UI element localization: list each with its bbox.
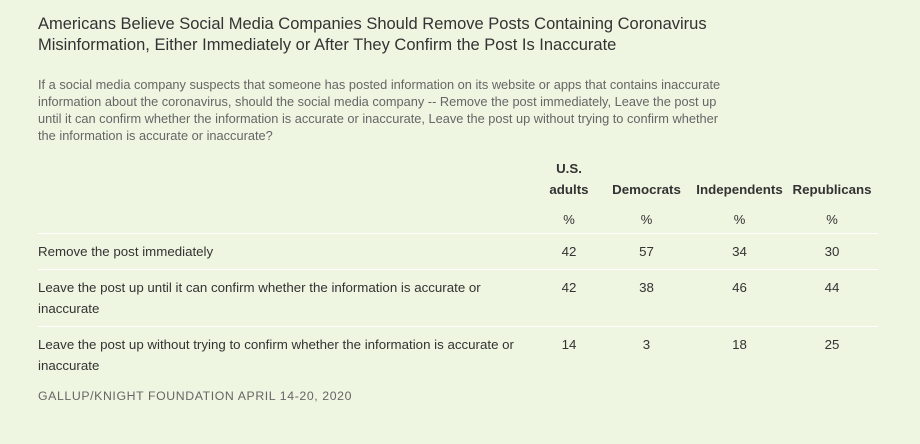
cell-value: 44 [786, 269, 878, 327]
unit-label: % [826, 212, 838, 227]
cell-value: 57 [600, 233, 693, 270]
unit-label: % [733, 212, 746, 227]
cell-value: 46 [693, 269, 786, 327]
unit-label: % [563, 212, 575, 227]
unit-label: % [640, 212, 653, 227]
column-header: U.S. adults [549, 161, 589, 197]
unit-blank [38, 206, 538, 234]
table-row: Leave the post up until it can confirm w… [38, 269, 878, 327]
header-row: U.S. adults Democrats Independents Repub… [38, 158, 878, 206]
survey-question: If a social media company suspects that … [38, 77, 721, 143]
cell-value: 34 [693, 233, 786, 270]
row-label: Leave the post up without trying to conf… [38, 326, 538, 383]
chart-title: Americans Believe Social Media Companies… [38, 15, 707, 54]
cell-value: 42 [538, 233, 600, 270]
source-note: GALLUP/KNIGHT FOUNDATION APRIL 14-20, 20… [38, 389, 353, 403]
column-header: Democrats [612, 182, 681, 197]
cell-value: 18 [693, 326, 786, 383]
cell-value: 25 [786, 326, 878, 383]
row-label: Remove the post immediately [38, 233, 538, 270]
column-header: Republicans [792, 182, 872, 197]
cell-value: 3 [600, 326, 693, 383]
row-label: Leave the post up until it can confirm w… [38, 269, 538, 327]
table-row: Leave the post up without trying to conf… [38, 326, 878, 383]
cell-value: 38 [600, 269, 693, 327]
table-row: Remove the post immediately 42 57 34 30 [38, 233, 878, 270]
cell-value: 14 [538, 326, 600, 383]
header-blank [38, 158, 538, 206]
cell-value: 42 [538, 269, 600, 327]
results-table: U.S. adults Democrats Independents Repub… [38, 158, 878, 383]
column-header: Independents [696, 182, 783, 197]
cell-value: 30 [786, 233, 878, 270]
unit-row: % % % % [38, 206, 878, 234]
